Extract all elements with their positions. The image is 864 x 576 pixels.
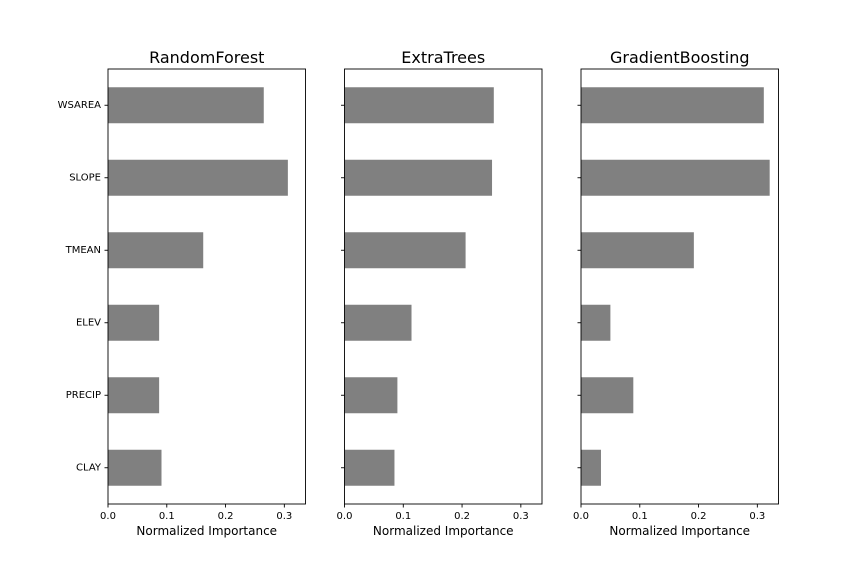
bar-randomforest-precip: [108, 377, 160, 414]
x-tick-label-gradientboosting-0-1: 0.1: [632, 511, 648, 522]
x-tick-label-gradientboosting-0-0: 0.0: [573, 511, 589, 522]
bar-randomforest-wsarea: [108, 87, 264, 124]
bar-extratrees-clay: [344, 449, 395, 486]
plot-frame-extratrees: [344, 68, 543, 505]
bar-gradientboosting-clay: [581, 449, 601, 486]
bar-gradientboosting-wsarea: [581, 87, 764, 124]
bar-extratrees-slope: [344, 159, 493, 196]
y-tick-label-tmean: TMEAN: [65, 245, 101, 256]
x-tick-label-gradientboosting-0-2: 0.2: [691, 511, 707, 522]
bar-randomforest-tmean: [108, 232, 204, 269]
bar-extratrees-precip: [344, 377, 398, 414]
chart-panel-gradientboosting: 0.0 0.1 0.2 0.3 GradientBoosting Normalized I…: [573, 48, 779, 538]
x-tick-label-extratrees-0-1: 0.1: [395, 511, 411, 522]
x-tick-label-extratrees-0-3: 0.3: [513, 511, 529, 522]
x-tick-label-randomforest-0-1: 0.1: [159, 511, 175, 522]
bar-gradientboosting-slope: [581, 159, 770, 196]
x-axis-label-randomforest: Normalized Importance: [136, 524, 277, 538]
x-tick-label-extratrees-0-0: 0.0: [337, 511, 353, 522]
y-tick-label-precip: PRECIP: [66, 390, 101, 401]
chart-title-gradientboosting: GradientBoosting: [610, 48, 750, 67]
plot-frame-gradientboosting: [580, 68, 779, 505]
x-tick-label-randomforest-0-2: 0.2: [218, 511, 234, 522]
bar-extratrees-wsarea: [344, 87, 494, 124]
x-tick-label-extratrees-0-2: 0.2: [454, 511, 470, 522]
x-tick-label-gradientboosting-0-3: 0.3: [749, 511, 765, 522]
plot-frame-randomforest: [107, 68, 306, 505]
chart-title-extratrees: ExtraTrees: [401, 48, 485, 67]
bar-gradientboosting-elev: [581, 304, 611, 341]
bar-gradientboosting-tmean: [581, 232, 694, 269]
bar-gradientboosting-precip: [581, 377, 634, 414]
chart-title-randomforest: RandomForest: [149, 48, 264, 67]
bar-randomforest-clay: [108, 449, 162, 486]
y-tick-label-wsarea: WSAREA: [58, 100, 102, 111]
bar-randomforest-slope: [108, 159, 288, 196]
bar-randomforest-elev: [108, 304, 160, 341]
chart-panel-extratrees: 0.0 0.1 0.2 0.3 ExtraTrees Normalized Importa…: [337, 48, 543, 538]
x-tick-label-randomforest-0-0: 0.0: [100, 511, 116, 522]
bar-extratrees-tmean: [344, 232, 466, 269]
x-axis-label-gradientboosting: Normalized Importance: [609, 524, 750, 538]
y-tick-label-elev: ELEV: [76, 317, 101, 328]
chart-panel-randomforest: WSAREA SLOPE TMEAN ELEV PRECIP CLAY 0.0 0.1 0.2 0…: [58, 48, 306, 538]
y-tick-label-clay: CLAY: [76, 462, 102, 473]
x-axis-label-extratrees: Normalized Importance: [373, 524, 514, 538]
y-tick-label-slope: SLOPE: [69, 172, 101, 183]
bar-extratrees-elev: [344, 304, 412, 341]
x-tick-label-randomforest-0-3: 0.3: [276, 511, 292, 522]
